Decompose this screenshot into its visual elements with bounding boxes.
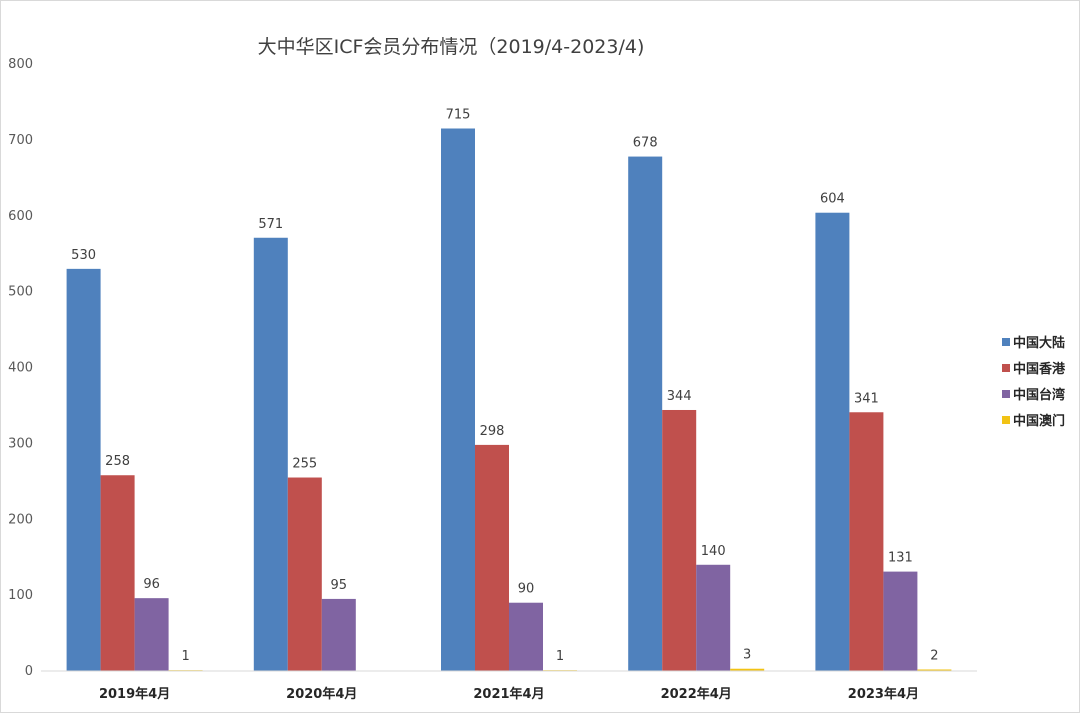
bar-中国大陆-2021年4月 (441, 128, 475, 671)
legend-swatch (1002, 416, 1010, 424)
bar-中国香港-2019年4月 (100, 475, 135, 671)
legend-swatch (1002, 338, 1010, 346)
y-tick-label: 400 (8, 361, 33, 376)
bar-中国香港-2023年4月 (849, 412, 884, 671)
bar-中国台湾-2020年4月 (321, 598, 356, 671)
data-label: 715 (446, 107, 471, 122)
data-label: 1 (181, 649, 189, 664)
y-tick-label: 300 (8, 436, 33, 451)
data-label: 258 (105, 454, 130, 469)
y-tick-label: 800 (8, 57, 33, 72)
x-tick-label: 2022年4月 (661, 686, 732, 702)
data-label: 530 (71, 248, 96, 263)
data-label: 2 (930, 648, 938, 663)
legend-label: 中国澳门 (1013, 413, 1065, 429)
bar-中国大陆-2019年4月 (66, 268, 101, 671)
bar-中国大陆-2023年4月 (815, 212, 850, 671)
data-labels-group: 530 258 96 1 571 255 95 715 298 90 1 678 344 140 3 604 3… (71, 107, 938, 664)
legend-swatch (1002, 390, 1010, 398)
chart-title: 大中华区ICF会员分布情况（2019/4-2023/4) (258, 36, 645, 58)
legend-swatch (1002, 364, 1010, 372)
y-tick-label: 700 (8, 133, 33, 148)
y-tick-label: 0 (25, 664, 33, 679)
y-tick-label: 100 (8, 588, 33, 603)
data-label: 3 (743, 648, 751, 663)
x-tick-label: 2019年4月 (99, 686, 170, 702)
bar-中国大陆-2020年4月 (253, 237, 288, 671)
x-tick-label: 2020年4月 (286, 686, 357, 702)
y-tick-label: 200 (8, 512, 33, 527)
data-label: 298 (480, 424, 505, 439)
data-label: 604 (820, 192, 845, 207)
bar-中国台湾-2019年4月 (134, 598, 169, 671)
legend-label: 中国香港 (1013, 361, 1066, 377)
bar-中国台湾-2023年4月 (883, 571, 918, 671)
bar-中国澳门-2023年4月 (917, 669, 952, 671)
bar-中国大陆-2022年4月 (628, 156, 663, 671)
data-label: 140 (701, 544, 726, 559)
data-label: 344 (667, 389, 692, 404)
data-label: 1 (556, 649, 564, 664)
bar-中国台湾-2022年4月 (696, 564, 731, 671)
y-axis-ticks: 0 100 200 300 400 500 600 700 800 (8, 57, 33, 679)
data-label: 255 (292, 457, 317, 472)
bar-中国澳门-2022年4月 (730, 668, 765, 671)
data-label: 95 (331, 578, 348, 593)
x-tick-label: 2021年4月 (473, 686, 544, 702)
x-tick-label: 2023年4月 (848, 686, 919, 702)
y-tick-label: 600 (8, 209, 33, 224)
data-label: 131 (888, 551, 913, 566)
y-tick-label: 500 (8, 285, 33, 300)
legend-label: 中国台湾 (1013, 387, 1065, 403)
bar-中国香港-2021年4月 (475, 444, 509, 671)
legend-label: 中国大陆 (1013, 335, 1065, 351)
bar-中国台湾-2021年4月 (509, 602, 543, 671)
data-label: 678 (633, 136, 658, 151)
data-label: 90 (518, 582, 535, 597)
data-label: 341 (854, 391, 879, 406)
bar-中国香港-2020年4月 (287, 477, 322, 671)
x-axis-ticks: 2019年4月 2020年4月 2021年4月 2022年4月 2023年4月 (99, 686, 919, 702)
data-label: 571 (258, 217, 283, 232)
bars-group (66, 128, 952, 671)
bar-中国香港-2022年4月 (662, 409, 697, 671)
data-label: 96 (143, 577, 160, 592)
